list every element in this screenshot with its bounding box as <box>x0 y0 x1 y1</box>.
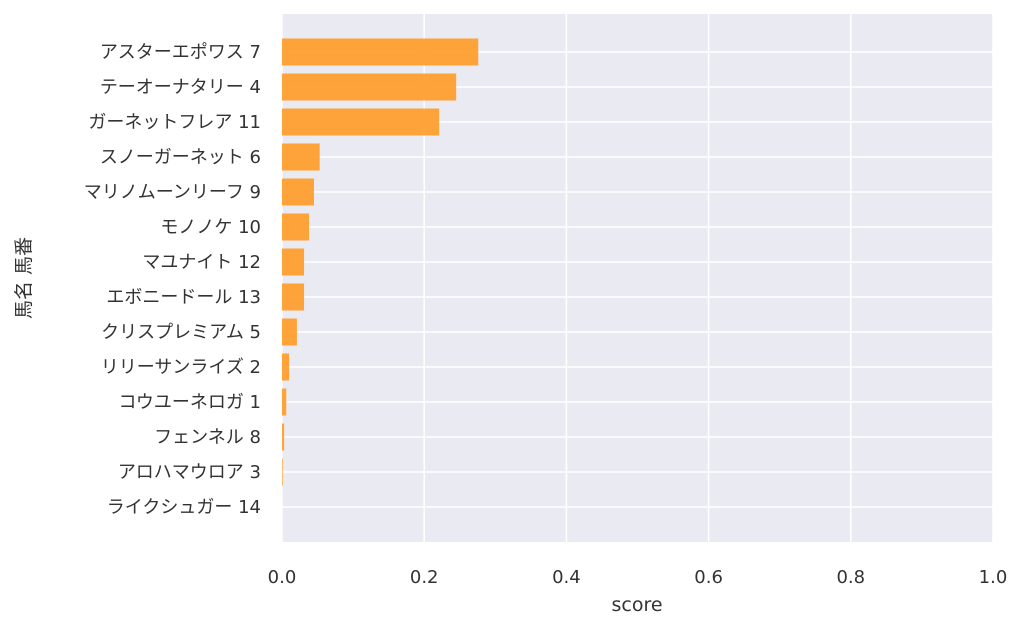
x-axis-label: score <box>611 594 662 616</box>
y-tick-label: ガーネットフレア 11 <box>88 112 261 133</box>
y-tick-label: フェンネル 8 <box>154 427 261 448</box>
y-tick-label: モノノケ 10 <box>160 217 261 238</box>
y-tick-label: コウユーネロガ 1 <box>119 392 261 413</box>
x-tick-labels: 0.0 0.2 0.4 0.6 0.8 1.0 <box>268 567 1008 588</box>
x-tick-label: 0.4 <box>552 567 581 588</box>
y-tick-label: テーオーナタリー 4 <box>100 77 261 98</box>
y-axis-label: 馬名 馬番 <box>13 237 35 319</box>
x-tick-label: 1.0 <box>979 567 1008 588</box>
bar <box>282 178 314 206</box>
bar <box>282 213 310 241</box>
y-tick-labels: アスターエポワス 7 テーオーナタリー 4 ガーネットフレア 11 スノーガーネット … <box>84 42 261 518</box>
bar <box>282 388 287 416</box>
bar <box>282 458 283 486</box>
bars <box>282 38 479 486</box>
bar <box>282 283 305 311</box>
x-tick-label: 0.6 <box>694 567 723 588</box>
bar <box>282 248 305 276</box>
bar <box>282 108 440 136</box>
plot-background <box>282 14 993 542</box>
y-tick-label: ライクシュガー 14 <box>107 497 261 518</box>
bar <box>282 38 479 66</box>
y-tick-label: リリーサンライズ 2 <box>101 357 261 378</box>
y-tick-label: マリノムーンリーフ 9 <box>84 182 261 203</box>
y-tick-label: エボニードール 13 <box>106 287 261 308</box>
bar <box>282 423 285 451</box>
y-tick-label: マユナイト 12 <box>142 252 261 273</box>
y-tick-label: アロハマウロア 3 <box>118 462 261 483</box>
x-tick-label: 0.2 <box>410 567 439 588</box>
y-tick-label: クリスプレミアム 5 <box>101 322 261 343</box>
bar <box>282 318 297 346</box>
bar <box>282 143 320 171</box>
bar <box>282 73 457 101</box>
y-tick-label: アスターエポワス 7 <box>100 42 261 63</box>
bar <box>282 353 290 381</box>
x-tick-label: 0.0 <box>268 567 297 588</box>
y-tick-label: スノーガーネット 6 <box>100 147 261 168</box>
x-tick-label: 0.8 <box>836 567 865 588</box>
